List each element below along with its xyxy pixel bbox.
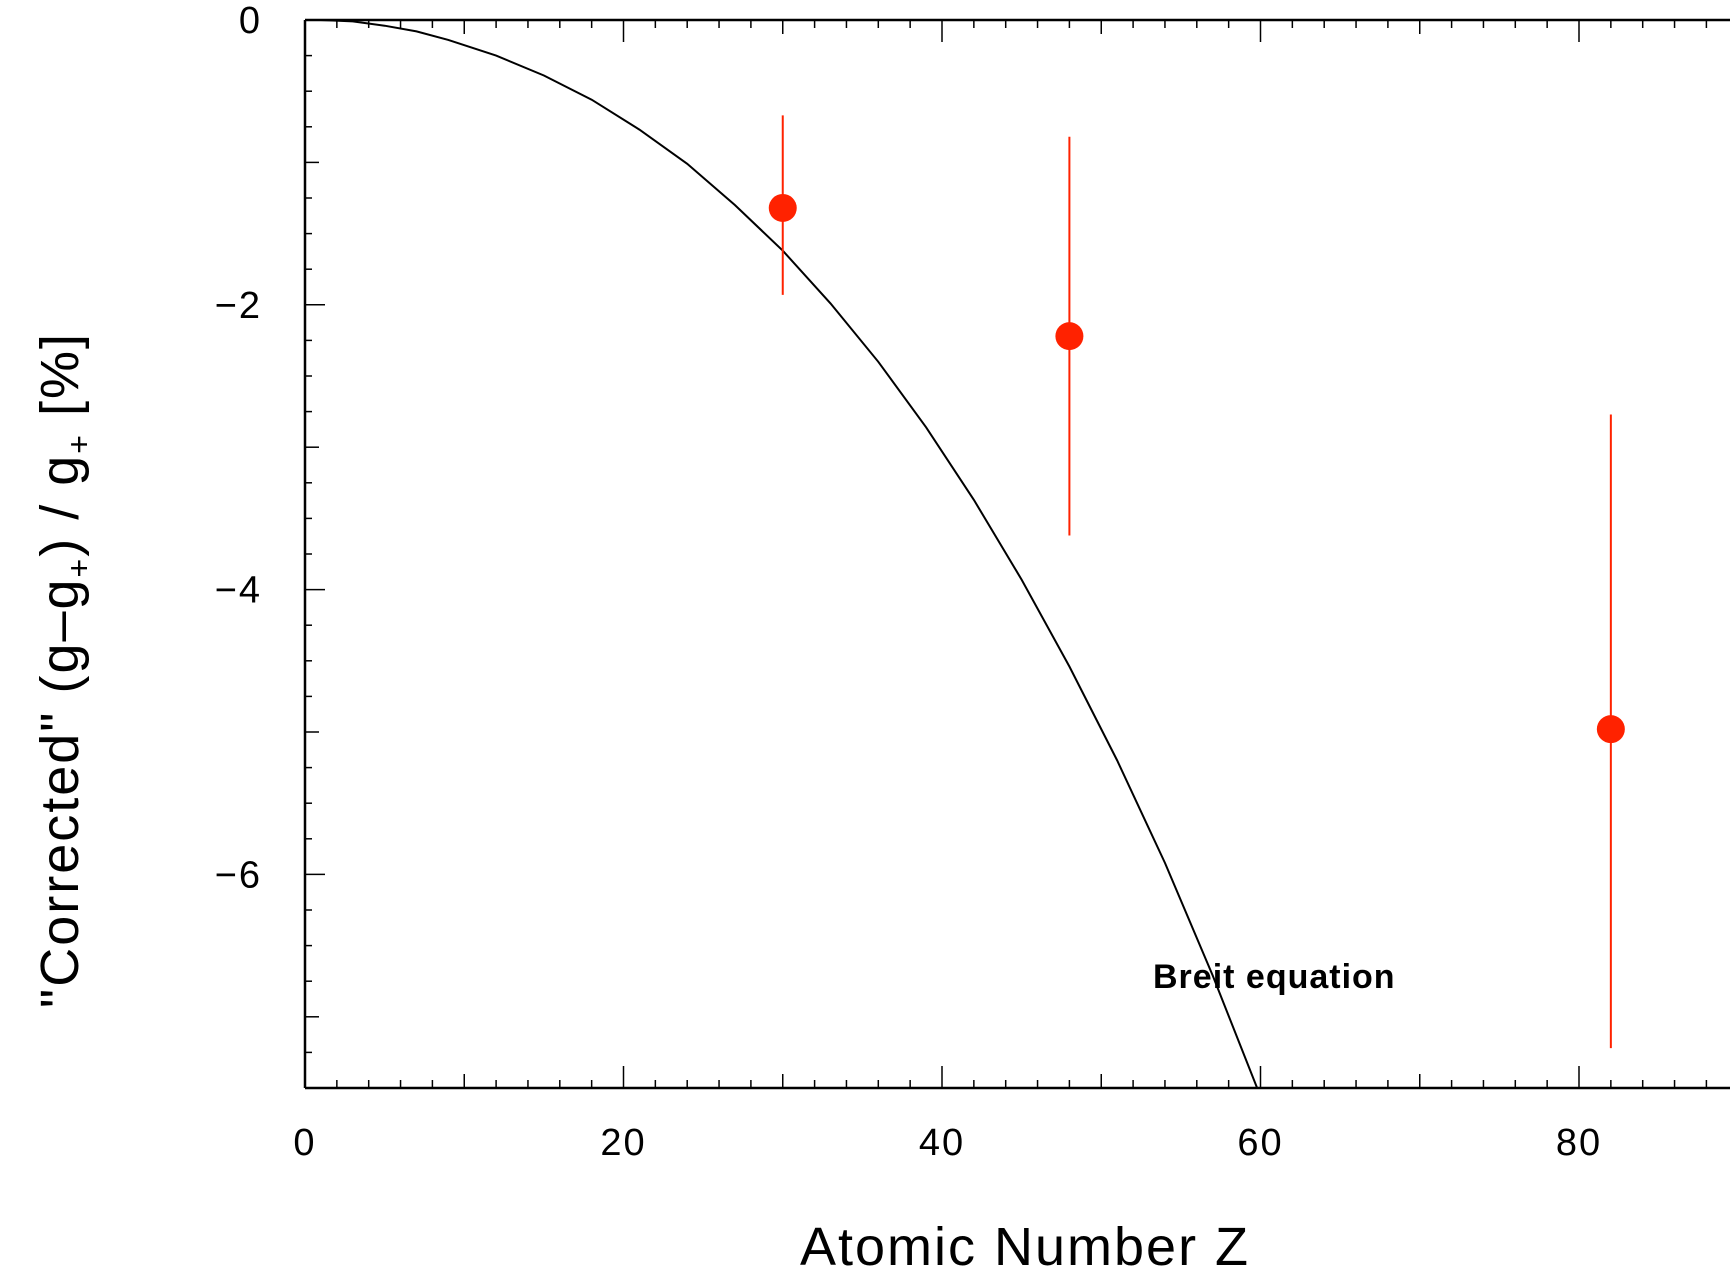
- x-tick-label: 80: [1556, 1122, 1602, 1164]
- y-title-sub2: +: [61, 433, 97, 454]
- y-axis-title: "Corrected" (g–g+) / g+ [%]: [30, 332, 97, 1008]
- plot-frame: [303, 18, 1730, 1090]
- x-tick-label: 60: [1237, 1122, 1283, 1164]
- y-tick-label: −4: [215, 570, 262, 612]
- x-tick-label: 0: [293, 1122, 316, 1164]
- breit-curve-layer: [320, 20, 1259, 1088]
- y-title-sub1: +: [61, 557, 97, 578]
- tick-labels: 0 20 40 60 80 0 −2 −4 −6: [215, 0, 1602, 1164]
- x-axis-title: Atomic Number Z: [800, 1217, 1250, 1273]
- y-title-post: [%]: [30, 332, 90, 433]
- data-point: [1596, 715, 1625, 744]
- y-tick-label: −2: [215, 285, 262, 327]
- x-tick-label: 40: [919, 1122, 965, 1164]
- data-point: [1055, 322, 1084, 351]
- breit-curve: [320, 20, 1259, 1088]
- y-title-mid: ) / g: [30, 454, 90, 557]
- x-tick-label: 20: [600, 1122, 646, 1164]
- y-title-pre: "Corrected" (g–g: [30, 577, 90, 1008]
- curve-annotation: Breit equation: [1153, 958, 1396, 996]
- y-tick-label: −6: [215, 854, 262, 896]
- data-point: [768, 193, 797, 222]
- data-points-layer: [768, 115, 1625, 1049]
- y-tick-label: 0: [239, 0, 262, 42]
- axis-ticks: [305, 19, 1708, 1089]
